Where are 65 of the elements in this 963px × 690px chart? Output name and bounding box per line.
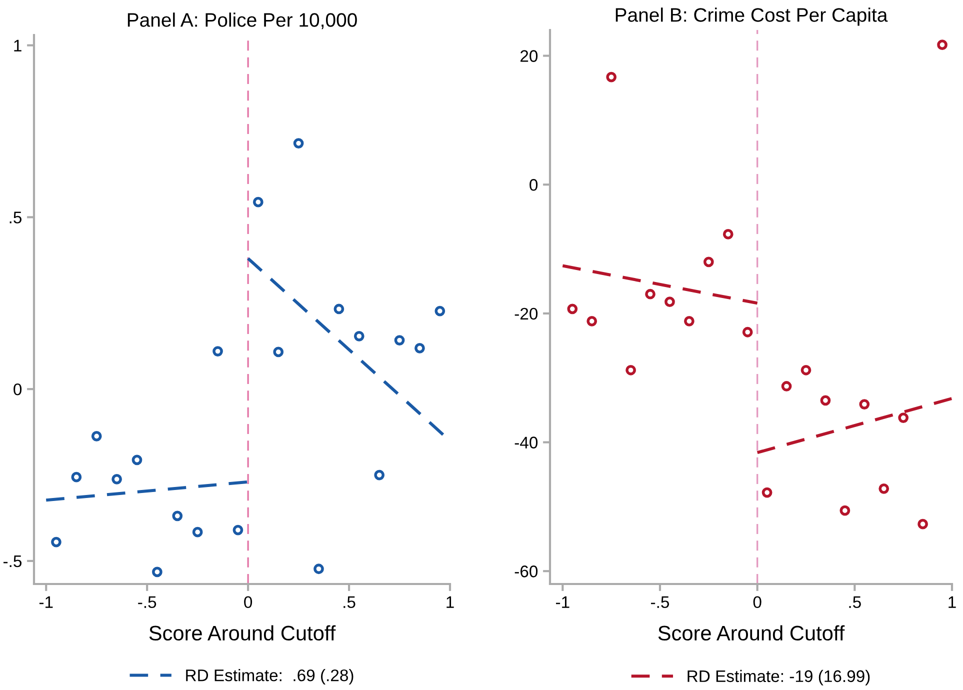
x-tick-label: .5	[344, 596, 356, 608]
point	[878, 483, 890, 494]
legend-label: RD Estimate: .69 (.28)	[186, 669, 354, 685]
point	[51, 536, 62, 548]
point	[742, 326, 753, 338]
y-tick-label: -60	[514, 566, 538, 578]
point	[293, 138, 304, 148]
y-tick-label: 0	[14, 383, 22, 396]
x-tick-label: .5	[849, 596, 861, 608]
legend-label: RD Estimate: -19 (16.99)	[688, 670, 870, 686]
point	[374, 470, 385, 480]
point	[800, 364, 812, 376]
point	[314, 564, 324, 574]
point	[394, 335, 405, 346]
point	[567, 304, 578, 314]
point	[606, 72, 617, 82]
point	[762, 487, 772, 498]
y-tick-label: .5	[10, 212, 22, 224]
point	[354, 330, 364, 342]
point	[703, 256, 714, 268]
y-tick-label: 20	[520, 50, 538, 62]
point	[918, 518, 928, 530]
x-tick-label: -1	[556, 596, 570, 608]
chart-title: Panel B: Crime Cost Per Capita	[616, 8, 888, 26]
point	[586, 316, 598, 326]
x-axis-title: Score Around Cutoff	[658, 625, 845, 641]
y-tick-label: -.5	[3, 556, 22, 568]
point	[859, 399, 870, 410]
point	[112, 474, 122, 484]
y-tick-label: 0	[530, 179, 538, 191]
x-tick-label: -1	[39, 596, 53, 608]
y-tick-label: 1	[14, 40, 22, 52]
point	[273, 346, 284, 358]
chart-title: Panel A: Police Per 10,000	[128, 12, 357, 30]
point	[684, 316, 694, 326]
point	[722, 229, 734, 240]
y-tick-label: -20	[514, 308, 538, 320]
point	[626, 364, 636, 376]
point	[937, 40, 948, 50]
x-tick-label: 0	[753, 596, 762, 608]
point	[898, 412, 909, 423]
point	[645, 288, 656, 300]
x-tick-label: 1	[446, 596, 454, 608]
point	[820, 395, 831, 406]
point	[192, 526, 203, 538]
point	[172, 510, 183, 522]
point	[232, 524, 244, 536]
x-tick-label: 0	[244, 596, 252, 608]
point	[840, 505, 850, 516]
point	[434, 306, 446, 316]
x-tick-label: -.5	[651, 596, 670, 608]
x-axis-title: Score Around Cutoff	[149, 625, 336, 641]
point	[664, 296, 675, 308]
point	[71, 472, 82, 482]
x-tick-label: 1	[948, 596, 956, 608]
point	[132, 454, 142, 466]
point	[252, 196, 264, 208]
point	[91, 430, 102, 442]
point	[334, 304, 344, 314]
y-tick-label: -40	[514, 436, 538, 448]
point	[781, 381, 792, 392]
point	[212, 346, 223, 356]
point	[414, 342, 425, 354]
x-tick-label: -.5	[138, 596, 156, 608]
point	[152, 566, 162, 578]
